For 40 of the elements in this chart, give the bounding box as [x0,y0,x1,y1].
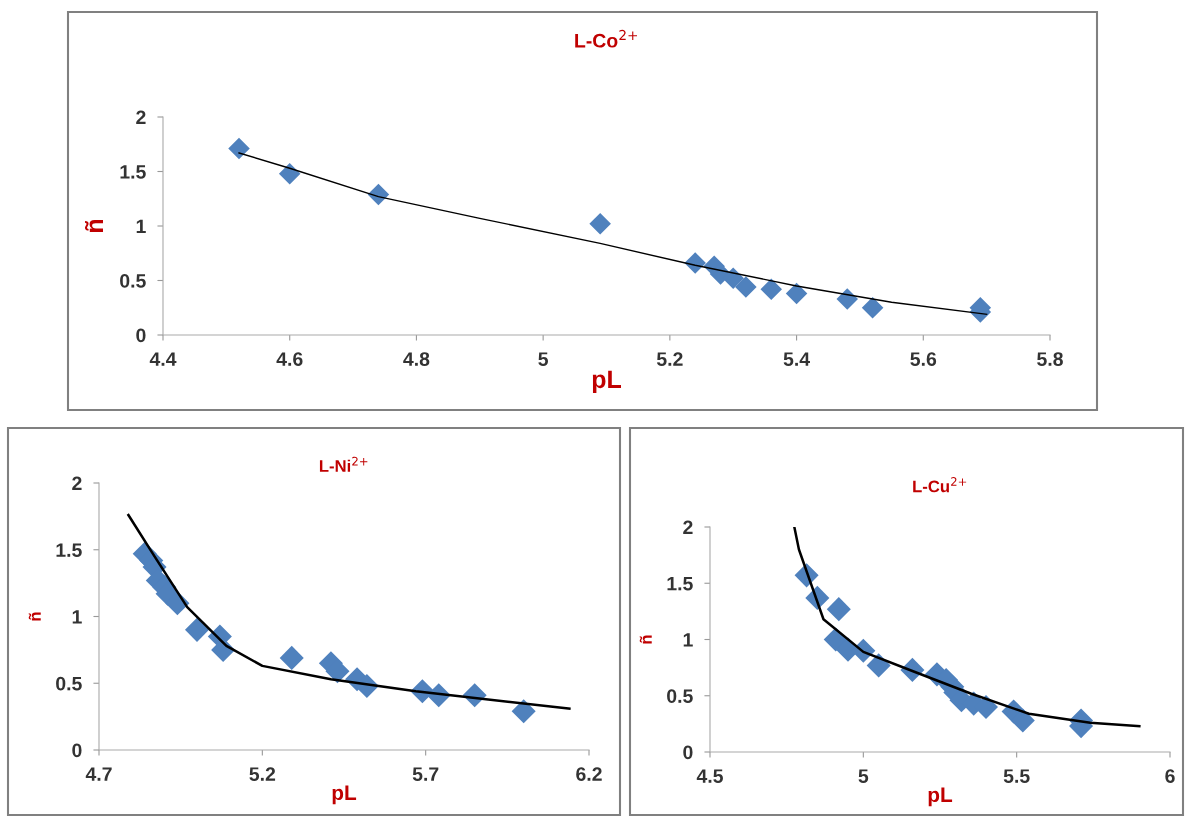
x-tick-label: 4.8 [403,352,430,366]
y-tick-label: 0.5 [56,676,82,691]
x-tick-label: 4.6 [276,352,303,366]
chart-title: L-Co$^{2+}$ [575,29,638,48]
x-tick-label: 5.6 [910,352,937,366]
y-tick-label: 1 [72,610,82,624]
x-tick-label: 5 [538,352,549,366]
x-tick-label: 4.5 [696,769,723,783]
x-tick-label: 6 [1165,769,1175,783]
x-tick-label: 5.7 [412,767,439,781]
x-tick-label: 5.8 [1037,352,1063,366]
y-tick-label: 0 [683,745,693,760]
y-tick-label: 1.5 [120,165,146,179]
y-axis-title: ñ [28,612,41,621]
y-axis-title: ñ [84,219,104,232]
y-tick-label: 0.5 [120,273,146,288]
x-tick-label: 5.2 [249,767,276,781]
x-axis-title: pL [928,787,953,807]
y-tick-label: 0 [72,743,82,758]
y-tick-label: 1 [683,633,693,647]
y-tick-label: 2 [683,520,693,535]
x-tick-label: 5.2 [656,352,683,366]
y-tick-label: 1 [136,219,146,234]
x-axis-title: pL [332,785,357,805]
x-axis-title: pL [592,370,622,394]
x-tick-label: 5.5 [1003,769,1030,783]
y-tick-label: 1.5 [667,576,693,591]
y-tick-label: 1.5 [56,543,82,557]
y-tick-label: 0.5 [667,689,693,703]
chart-title: L-Ni$^{2+}$ [319,456,368,472]
x-tick-label: 6.2 [576,767,602,781]
x-tick-label: 5.4 [783,352,810,366]
y-tick-label: 2 [72,476,82,491]
x-tick-label: 5 [858,769,869,783]
x-tick-label: 4.4 [149,352,177,366]
x-tick-label: 4.7 [85,767,112,781]
y-axis-title: ñ [639,635,652,644]
chart-title: L-Cu$^{2+}$ [913,477,967,493]
y-tick-label: 0 [136,328,146,343]
y-tick-label: 2 [136,110,146,125]
